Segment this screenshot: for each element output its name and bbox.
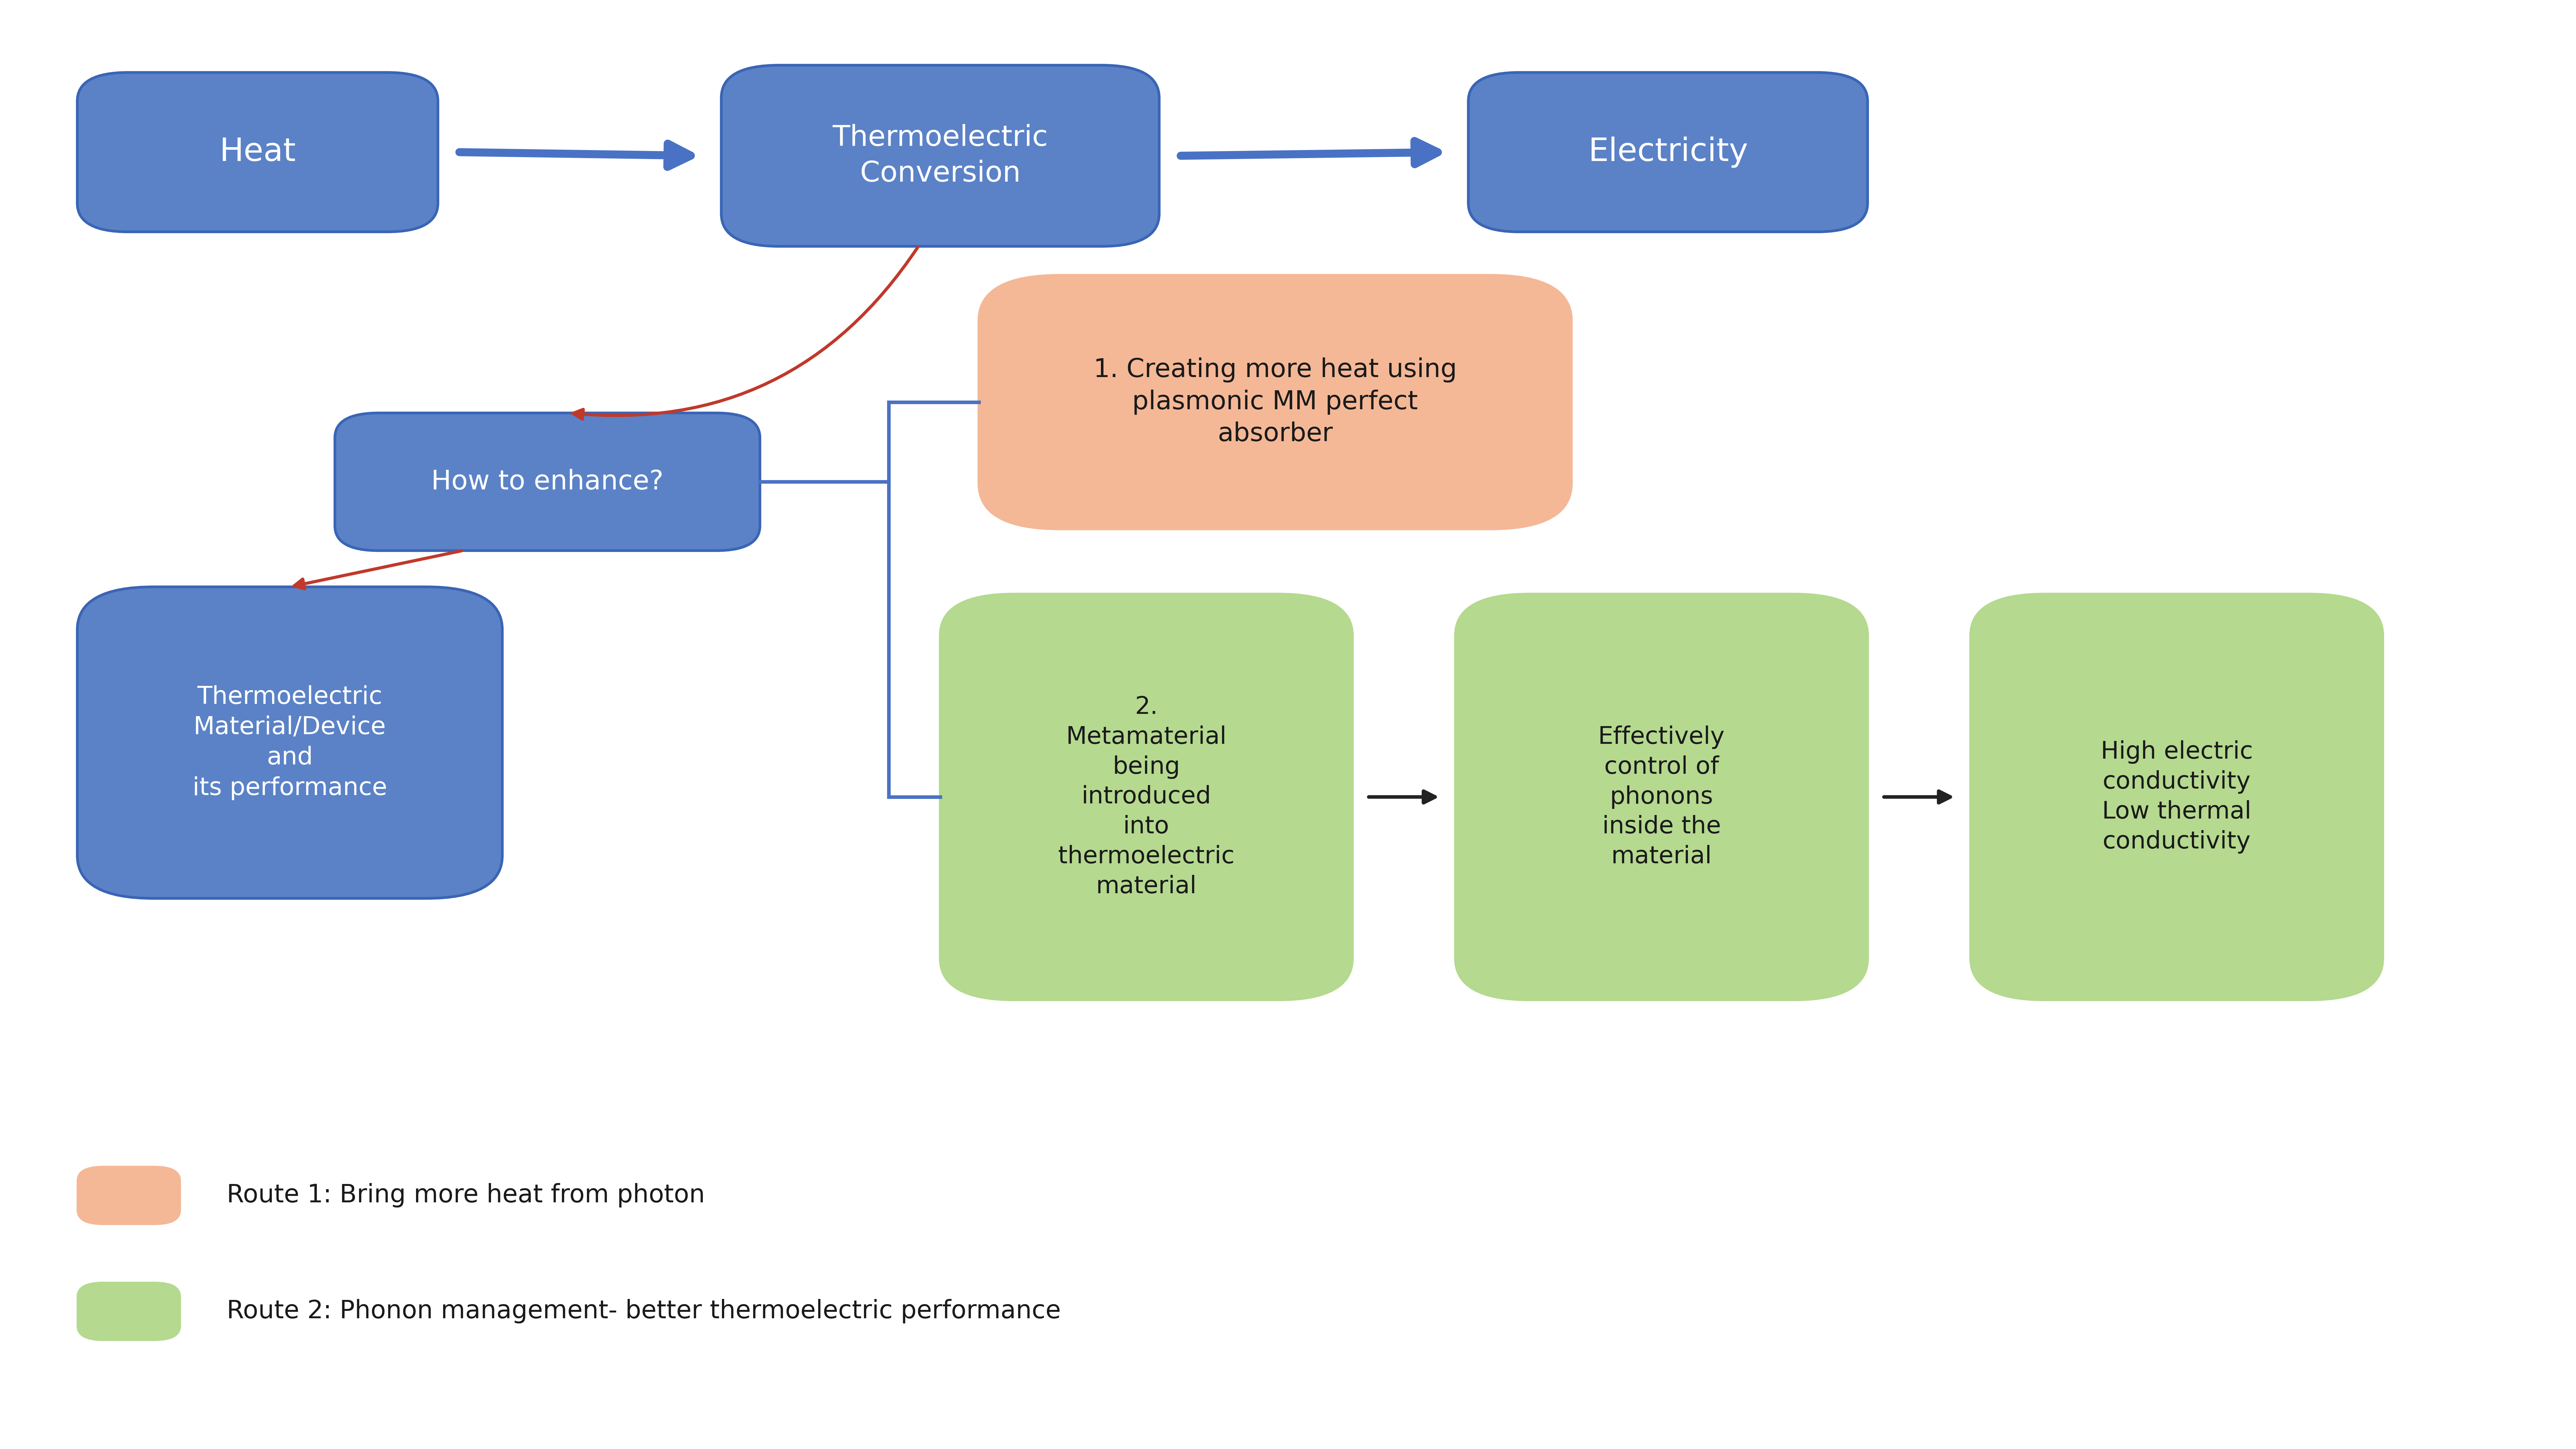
Text: 2.
Metamaterial
being
introduced
into
thermoelectric
material: 2. Metamaterial being introduced into th…: [1059, 696, 1234, 898]
Text: Effectively
control of
phonons
inside the
material: Effectively control of phonons inside th…: [1597, 726, 1726, 868]
Text: Route 2: Phonon management- better thermoelectric performance: Route 2: Phonon management- better therm…: [227, 1300, 1061, 1323]
FancyBboxPatch shape: [979, 275, 1571, 529]
Text: Electricity: Electricity: [1587, 136, 1749, 168]
FancyBboxPatch shape: [940, 594, 1352, 1000]
Text: Thermoelectric
Conversion: Thermoelectric Conversion: [832, 125, 1048, 187]
Text: 1. Creating more heat using
plasmonic MM perfect
absorber: 1. Creating more heat using plasmonic MM…: [1092, 358, 1458, 446]
Text: Thermoelectric
Material/Device
and
its performance: Thermoelectric Material/Device and its p…: [193, 685, 386, 800]
Text: High electric
conductivity
Low thermal
conductivity: High electric conductivity Low thermal c…: [2099, 740, 2254, 853]
Text: Heat: Heat: [219, 136, 296, 168]
FancyBboxPatch shape: [1455, 594, 1868, 1000]
FancyBboxPatch shape: [77, 72, 438, 232]
Text: How to enhance?: How to enhance?: [430, 469, 665, 494]
FancyBboxPatch shape: [77, 1166, 180, 1224]
FancyBboxPatch shape: [77, 1282, 180, 1340]
FancyBboxPatch shape: [335, 413, 760, 551]
FancyBboxPatch shape: [1971, 594, 2383, 1000]
Text: Route 1: Bring more heat from photon: Route 1: Bring more heat from photon: [227, 1184, 706, 1207]
FancyBboxPatch shape: [1468, 72, 1868, 232]
FancyBboxPatch shape: [721, 65, 1159, 246]
FancyBboxPatch shape: [77, 587, 502, 898]
